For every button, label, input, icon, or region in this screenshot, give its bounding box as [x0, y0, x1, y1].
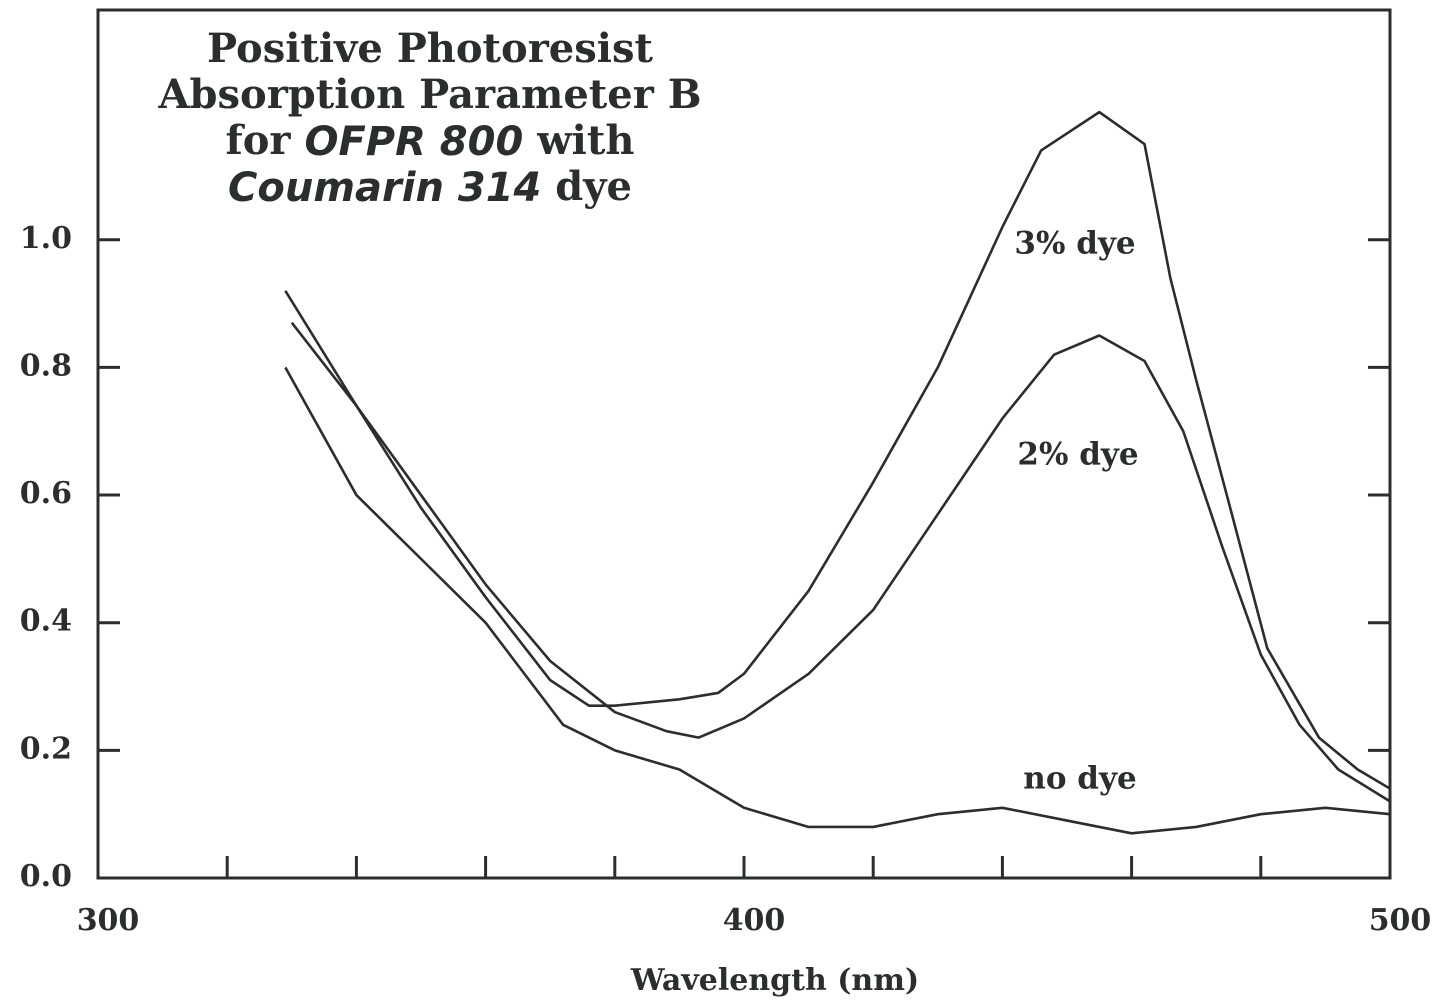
y-tick-label: 0.2	[20, 731, 72, 766]
title-segment: dye	[541, 163, 632, 210]
y-tick-label: 0.8	[20, 348, 72, 383]
title-line: Absorption Parameter B	[157, 71, 701, 118]
series-label: 3% dye	[1014, 226, 1135, 262]
x-tick-label: 300	[77, 903, 140, 938]
title-segment: OFPR 800	[304, 119, 523, 165]
title-segment: with	[523, 117, 634, 164]
chart-title: Positive Photoresist Absorption Parameter…	[157, 25, 701, 211]
y-tick-label: 0.6	[20, 476, 72, 511]
y-tick-label: 1.0	[20, 221, 72, 256]
series-line	[284, 110, 1391, 790]
title-segment: Absorption Parameter B	[157, 71, 701, 118]
title-line: Positive Photoresist	[207, 25, 653, 72]
series-label: no dye	[1023, 761, 1136, 797]
title-segment: Positive Photoresist	[207, 25, 653, 72]
title-line: for OFPR 800 with	[226, 117, 635, 165]
title-segment: for	[226, 117, 305, 164]
x-tick-label: 400	[723, 903, 786, 938]
series-line	[284, 366, 1391, 835]
series-line	[290, 321, 1391, 803]
y-tick-label: 0.0	[20, 859, 72, 894]
title-line: Coumarin 314 dye	[228, 163, 632, 211]
x-axis-label: Wavelength (nm)	[630, 963, 919, 998]
title-segment: Coumarin 314	[228, 165, 541, 211]
y-tick-label: 0.4	[20, 604, 72, 639]
x-tick-label: 500	[1369, 903, 1432, 938]
series-label: 2% dye	[1017, 437, 1138, 473]
